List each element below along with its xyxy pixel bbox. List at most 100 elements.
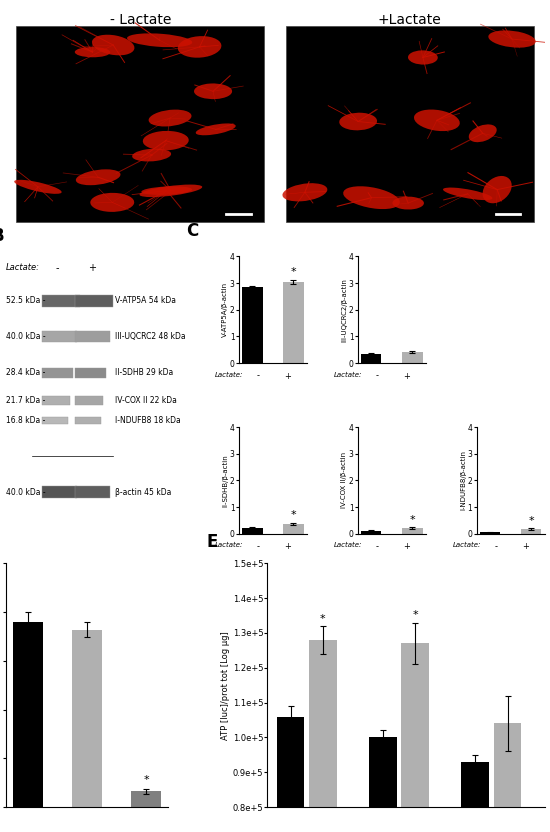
Text: 28.4 kDa -: 28.4 kDa - [6, 369, 45, 378]
Text: Lactate:: Lactate: [334, 542, 362, 548]
Text: *: * [412, 610, 418, 620]
Bar [75, 295, 113, 307]
Bar [72, 630, 102, 807]
Ellipse shape [132, 149, 171, 161]
Text: -: - [256, 372, 260, 380]
Bar [242, 287, 262, 363]
Ellipse shape [339, 112, 377, 131]
Text: I-NDUFB8 18 kDa: I-NDUFB8 18 kDa [115, 415, 180, 424]
Text: -: - [375, 542, 378, 552]
Text: *: * [290, 510, 296, 520]
Ellipse shape [141, 186, 192, 195]
Text: Lactate:: Lactate: [215, 542, 244, 548]
Text: V-ATP5A 54 kDa: V-ATP5A 54 kDa [115, 296, 176, 305]
Y-axis label: ATP [luc]/prot tot [Log μg]: ATP [luc]/prot tot [Log μg] [221, 631, 230, 740]
Text: 40.0 kDa -: 40.0 kDa - [6, 332, 45, 341]
Ellipse shape [283, 183, 327, 201]
Bar [75, 486, 109, 498]
Text: *: * [529, 516, 534, 526]
Text: *: * [290, 267, 296, 278]
Bar [480, 532, 501, 534]
Bar [131, 791, 161, 807]
Y-axis label: I-NDUFB8/β-actin: I-NDUFB8/β-actin [460, 450, 466, 510]
Bar [242, 527, 262, 534]
Ellipse shape [143, 131, 189, 151]
Ellipse shape [14, 180, 62, 194]
Bar [402, 527, 422, 534]
Ellipse shape [127, 33, 192, 47]
Ellipse shape [90, 193, 134, 212]
Bar [283, 282, 304, 363]
Text: 52.5 kDa -: 52.5 kDa - [6, 296, 45, 305]
Text: 40.0 kDa -: 40.0 kDa - [6, 488, 45, 497]
Text: *: * [144, 775, 149, 785]
Text: 16.8 kDa -: 16.8 kDa - [6, 415, 45, 424]
Y-axis label: IV-COX II/β-actin: IV-COX II/β-actin [342, 453, 347, 508]
Ellipse shape [482, 176, 512, 203]
Text: +: + [88, 264, 96, 274]
Text: - Lactate: - Lactate [109, 12, 171, 27]
Bar [361, 531, 381, 534]
Text: -: - [56, 264, 59, 274]
Bar [75, 368, 106, 378]
Ellipse shape [469, 125, 497, 142]
Text: Lactate:: Lactate: [215, 372, 244, 378]
Y-axis label: V-ATP5A/β-actin: V-ATP5A/β-actin [222, 282, 228, 337]
Text: A: A [6, 0, 18, 4]
Text: +: + [284, 542, 291, 552]
Bar [369, 737, 397, 832]
Ellipse shape [408, 51, 438, 65]
Bar [286, 26, 534, 222]
Bar [75, 417, 101, 423]
Bar [402, 643, 429, 832]
Bar [42, 368, 73, 378]
Text: +: + [403, 542, 410, 552]
Text: -: - [256, 542, 260, 552]
Bar [402, 352, 422, 363]
Ellipse shape [140, 185, 202, 197]
Bar [361, 354, 381, 363]
Bar [75, 331, 109, 343]
Bar [461, 762, 489, 832]
Bar [309, 640, 337, 832]
Ellipse shape [343, 186, 400, 209]
Text: III-UQCRC2 48 kDa: III-UQCRC2 48 kDa [115, 332, 185, 341]
Ellipse shape [443, 187, 492, 201]
Bar [42, 397, 70, 405]
Text: +: + [522, 542, 529, 552]
Bar [42, 417, 68, 423]
Text: +: + [403, 372, 410, 380]
Bar [42, 295, 80, 307]
Ellipse shape [92, 35, 134, 55]
Bar [42, 331, 76, 343]
Text: -: - [375, 372, 378, 380]
Bar [283, 523, 304, 534]
Text: C: C [186, 222, 199, 240]
Text: Lactate:: Lactate: [6, 264, 40, 272]
Text: *: * [409, 515, 415, 525]
Bar [42, 486, 76, 498]
Bar [13, 622, 42, 807]
Ellipse shape [414, 110, 460, 131]
Ellipse shape [178, 36, 222, 57]
Text: Lactate:: Lactate: [334, 372, 362, 378]
Text: -: - [494, 542, 497, 552]
Text: Lactate:: Lactate: [453, 542, 481, 548]
Text: 21.7 kDa -: 21.7 kDa - [6, 396, 45, 405]
Bar [494, 724, 521, 832]
Ellipse shape [196, 123, 236, 136]
Ellipse shape [194, 83, 232, 99]
Ellipse shape [75, 47, 110, 57]
Text: B: B [0, 227, 4, 245]
Text: IV-COX II 22 kDa: IV-COX II 22 kDa [115, 396, 177, 405]
Ellipse shape [148, 110, 191, 126]
Bar [16, 26, 264, 222]
Bar [75, 397, 103, 405]
Y-axis label: II-SDHB/β-actin: II-SDHB/β-actin [222, 454, 228, 507]
Ellipse shape [392, 196, 424, 210]
Text: +Lactate: +Lactate [378, 12, 442, 27]
Text: *: * [320, 613, 326, 623]
Text: II-SDHB 29 kDa: II-SDHB 29 kDa [115, 369, 173, 378]
Ellipse shape [76, 170, 120, 186]
Text: β-actin 45 kDa: β-actin 45 kDa [115, 488, 171, 497]
